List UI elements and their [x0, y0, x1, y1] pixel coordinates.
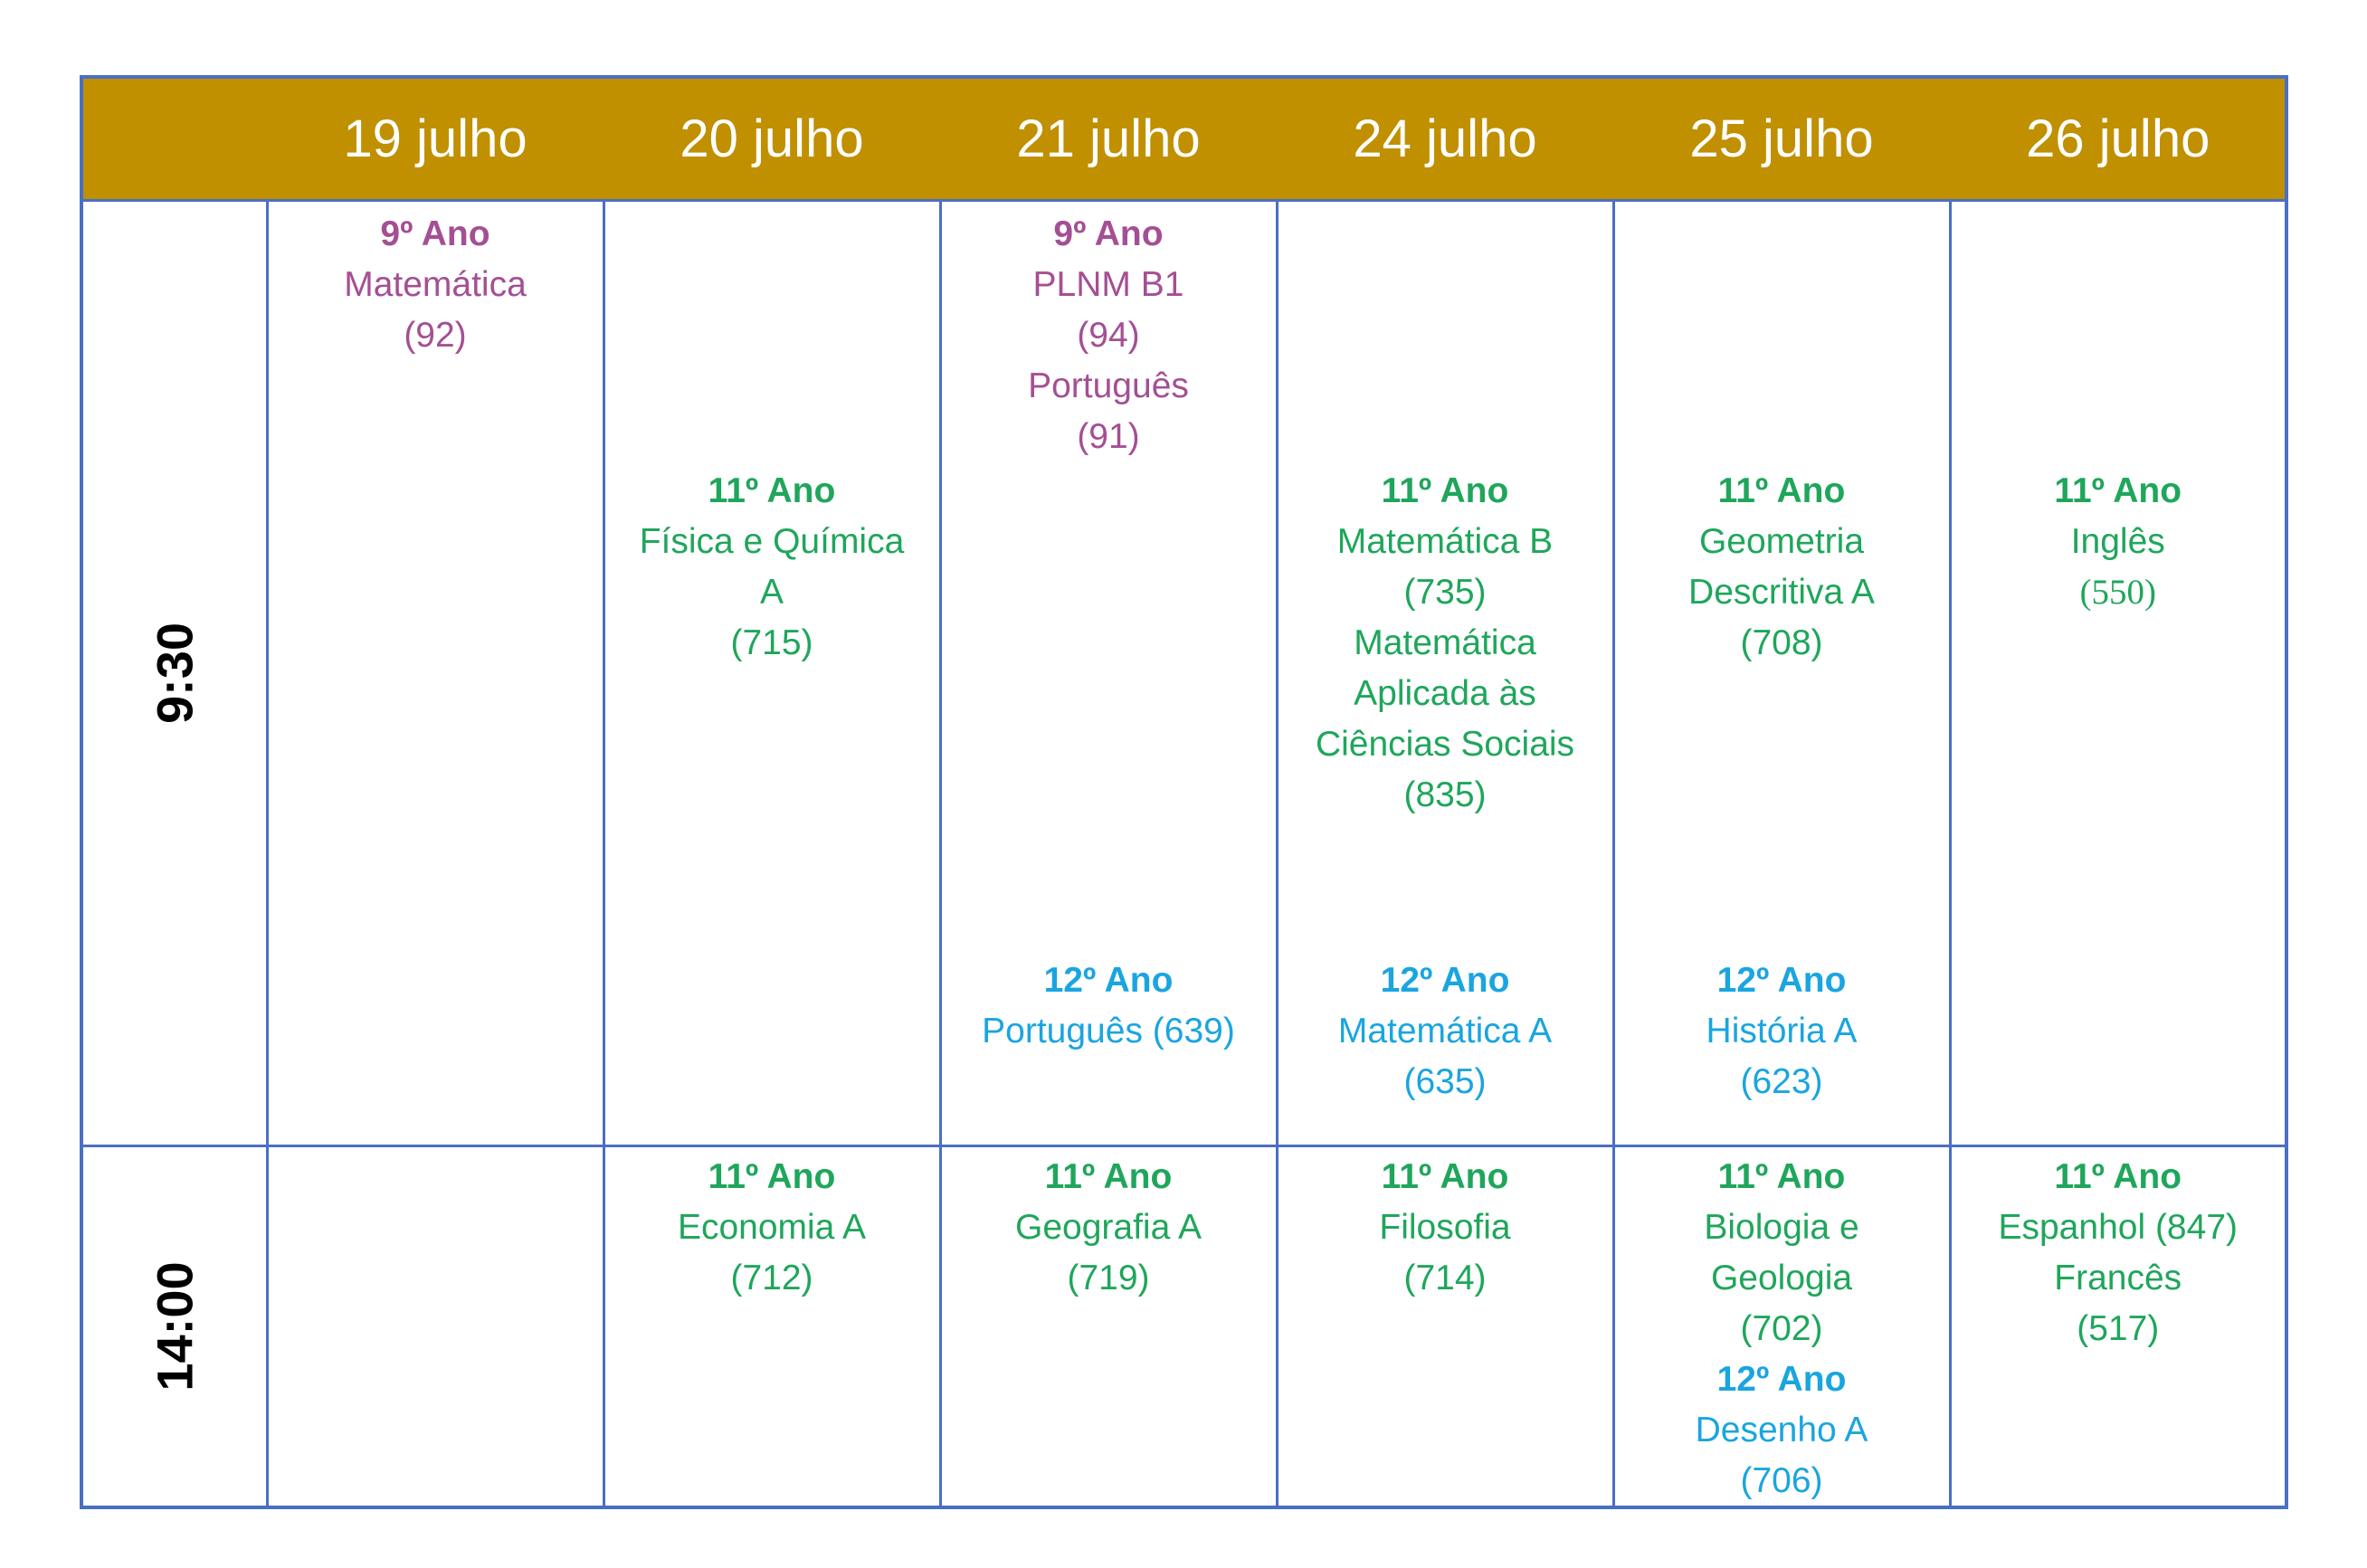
exam-subject: Ciências Sociais [1315, 725, 1575, 764]
exam-subject: A [759, 573, 784, 612]
grade-label: 9º Ano [380, 214, 490, 253]
exam-entry: 11º Ano Inglês (550) [1952, 466, 2286, 618]
exam-subject: Matemática [1354, 623, 1536, 662]
schedule-cell: 11º Ano Física e Química A (715) [602, 199, 942, 1147]
exam-subject: Geografia A [1015, 1208, 1202, 1247]
exam-entry: 12º Ano Desenho A (706) [1615, 1354, 1949, 1506]
exam-code: (91) [1077, 417, 1140, 456]
schedule-cell: 11º Ano Biologia e Geologia (702) 12º An… [1611, 1145, 1952, 1509]
exam-code: (635) [1403, 1062, 1487, 1101]
date-header: 25 julho [1611, 75, 1952, 202]
schedule-cell: 9º Ano PLNM B1 (94) Português (91) 12º A… [938, 199, 1279, 1147]
exam-subject: Matemática A [1337, 1012, 1553, 1050]
exam-code: (835) [1403, 775, 1487, 814]
date-header: 24 julho [1275, 75, 1615, 202]
exam-subject: Matemática B [1336, 522, 1554, 561]
time-cell-afternoon: 14:00 [80, 1145, 269, 1509]
schedule-cell: 11º Ano Matemática B (735) Matemática Ap… [1275, 199, 1615, 1147]
date-header: 21 julho [938, 75, 1279, 202]
exam-subject: Descritiva A [1688, 573, 1875, 612]
exam-code: (92) [404, 316, 467, 355]
exam-subject: Desenho A [1695, 1411, 1868, 1449]
exam-code: (550) [2079, 573, 2156, 612]
schedule-cell: 11º Ano Geometria Descritiva A (708) 12º… [1611, 199, 1952, 1147]
exam-subject: Geologia [1710, 1259, 1853, 1297]
exam-subject: Português (639) [982, 1012, 1235, 1050]
schedule-cell: 11º Ano Espanhol (847) Francês (517) [1948, 1145, 2288, 1509]
grade-label: 11º Ano [2054, 471, 2182, 510]
grade-label: 12º Ano [1716, 961, 1847, 1000]
exam-subject: História A [1706, 1012, 1858, 1050]
schedule-cell: 11º Ano Filosofia (714) [1275, 1145, 1615, 1509]
exam-subject: Física e Química [639, 522, 905, 561]
exam-entry: 11º Ano Matemática B (735) Matemática Ap… [1279, 466, 1612, 821]
exam-code: (735) [1403, 573, 1487, 612]
exam-entry: 12º Ano Matemática A (635) [1279, 955, 1612, 1107]
exam-subject: Espanhol (847) [1998, 1208, 2238, 1247]
exam-code: (719) [1067, 1259, 1150, 1297]
exam-subject: Matemática [344, 265, 527, 304]
exam-subject: Biologia e [1704, 1208, 1859, 1247]
exam-subject: Geometria [1698, 522, 1865, 561]
schedule-cell: 9º Ano Matemática (92) [265, 199, 605, 1147]
date-header: 26 julho [1948, 75, 2288, 202]
grade-label: 12º Ano [1716, 1360, 1847, 1399]
schedule-cell [265, 1145, 605, 1509]
exam-subject: Inglês [2070, 522, 2165, 561]
grade-label: 11º Ano [1381, 471, 1509, 510]
exam-subject: Filosofia [1379, 1208, 1511, 1247]
exam-entry: 11º Ano Biologia e Geologia (702) [1615, 1152, 1949, 1354]
grade-label: 11º Ano [2054, 1157, 2182, 1196]
grade-label: 11º Ano [708, 1157, 836, 1196]
exam-subject: Português [1028, 366, 1189, 405]
schedule-cell: 11º Ano Geografia A (719) [938, 1145, 1279, 1509]
exam-code: (715) [730, 623, 813, 662]
date-header: 20 julho [602, 75, 942, 202]
header-corner [80, 75, 269, 202]
grade-label: 11º Ano [1717, 471, 1846, 510]
exam-code: (517) [2077, 1309, 2160, 1348]
exam-code: (714) [1403, 1259, 1487, 1297]
exam-entry: 11º Ano Geografia A (719) [942, 1152, 1276, 1304]
grade-label: 11º Ano [708, 471, 836, 510]
time-label: 14:00 [146, 1261, 204, 1392]
schedule-cell: 11º Ano Economia A (712) [602, 1145, 942, 1509]
grade-label: 11º Ano [1717, 1157, 1846, 1196]
exam-entry: 11º Ano Física e Química A (715) [605, 466, 939, 669]
schedule-cell: 11º Ano Inglês (550) [1948, 199, 2288, 1147]
exam-code: (702) [1740, 1309, 1823, 1348]
time-cell-morning: 9:30 [80, 199, 269, 1147]
exam-code: (708) [1740, 623, 1823, 662]
header-row: 19 julho 20 julho 21 julho 24 julho 25 j… [80, 75, 2288, 202]
exam-code: (712) [730, 1259, 813, 1297]
exam-entry: 12º Ano Português (639) [942, 955, 1276, 1057]
afternoon-row: 14:00 11º Ano Economia A (712) [80, 1145, 2288, 1509]
exam-entry: 11º Ano Filosofia (714) [1279, 1152, 1612, 1304]
grade-label: 9º Ano [1053, 214, 1164, 253]
grade-label: 11º Ano [1381, 1157, 1509, 1196]
date-header: 19 julho [265, 75, 605, 202]
exam-subject: Francês [2054, 1259, 2182, 1297]
grade-label: 12º Ano [1043, 961, 1174, 1000]
exam-code: (623) [1740, 1062, 1823, 1101]
exam-subject: PLNM B1 [1032, 265, 1184, 304]
exam-entry: 9º Ano Matemática (92) [269, 209, 603, 361]
exam-entry: 11º Ano Geometria Descritiva A (708) [1615, 466, 1949, 669]
morning-row: 9:30 9º Ano Matemática (92) 11º Ano [80, 199, 2288, 1147]
exam-entry: 11º Ano Espanhol (847) Francês (517) [1952, 1152, 2286, 1354]
grade-label: 11º Ano [1044, 1157, 1173, 1196]
exam-schedule-table: 19 julho 20 julho 21 julho 24 julho 25 j… [80, 75, 2288, 1509]
exam-subject: Aplicada às [1354, 674, 1536, 713]
exam-entry: 12º Ano História A (623) [1615, 955, 1949, 1107]
exam-subject: Economia A [677, 1208, 867, 1247]
grade-label: 12º Ano [1380, 961, 1510, 1000]
exam-code: (94) [1077, 316, 1140, 355]
time-label: 9:30 [146, 622, 204, 725]
exam-entry: 9º Ano PLNM B1 (94) Português (91) [942, 209, 1276, 462]
exam-code: (706) [1740, 1461, 1823, 1500]
exam-entry: 11º Ano Economia A (712) [605, 1152, 939, 1304]
